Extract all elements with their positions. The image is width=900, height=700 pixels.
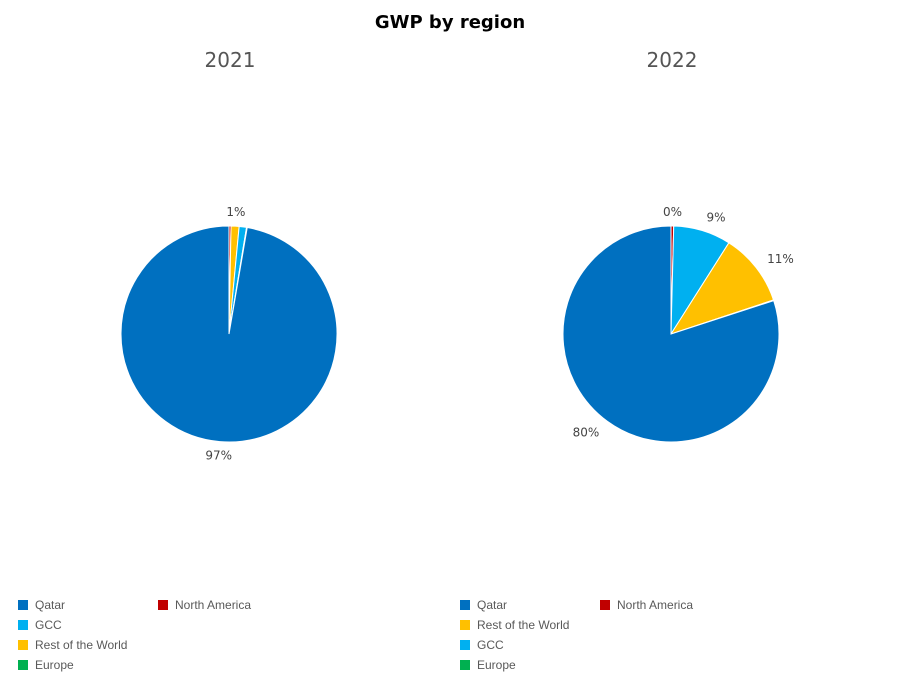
legend-item-gcc[interactable]: GCC: [460, 638, 504, 652]
legend-label: Qatar: [477, 598, 508, 612]
legend-item-north-america[interactable]: North America: [158, 598, 251, 612]
legend-2022: Qatar North America Rest of the World GCC Eu…: [460, 598, 890, 688]
pie-title-2021: 2021: [204, 48, 256, 72]
legend-item-rest-of-the-world[interactable]: Rest of the World: [460, 618, 569, 632]
pie-slice-qatar-2021: [120, 225, 338, 443]
legend-label: North America: [175, 598, 252, 612]
legend-item-qatar[interactable]: Qatar: [18, 598, 65, 612]
legend-item-europe[interactable]: Europe: [460, 658, 516, 672]
legend-swatch: [18, 620, 28, 630]
legend-swatch: [600, 600, 610, 610]
legend-label: GCC: [477, 638, 504, 652]
legend-swatch: [460, 600, 470, 610]
legend-label: Rest of the World: [35, 638, 128, 652]
data-label-qatar-2022: 80%: [573, 426, 600, 440]
legend-swatch: [18, 640, 28, 650]
pie-title-2022: 2022: [646, 48, 698, 72]
legend-swatch: [18, 660, 28, 670]
legend-label: North America: [617, 598, 694, 612]
legend-item-north-america[interactable]: North America: [600, 598, 693, 612]
pie-slice-rest-of-the-world-2022: [669, 242, 775, 335]
pie-panel-2021: 2021 1% 97% Qatar North America GCC Rest of …: [10, 0, 450, 700]
legend-label: Europe: [35, 658, 74, 672]
legend-label: Qatar: [35, 598, 66, 612]
legend-label: GCC: [35, 618, 62, 632]
data-label-gcc-2022: 9%: [707, 210, 726, 224]
data-label-rest-of-the-world-2022: 11%: [767, 252, 794, 266]
legend-2021: Qatar North America GCC Rest of the World Eu…: [18, 598, 448, 688]
pie-slice-qatar-2022: [562, 225, 780, 443]
legend-swatch: [460, 660, 470, 670]
legend-item-qatar[interactable]: Qatar: [460, 598, 507, 612]
data-label-qatar-2021: 97%: [205, 449, 232, 463]
legend-item-gcc[interactable]: GCC: [18, 618, 62, 632]
legend-label: Rest of the World: [477, 618, 570, 632]
chart-title: GWP by region: [374, 12, 526, 33]
legend-item-europe[interactable]: Europe: [18, 658, 74, 672]
data-label-north-america-2022: 0%: [663, 205, 682, 219]
legend-swatch: [18, 600, 28, 610]
legend-swatch: [158, 600, 168, 610]
pie-chart-2021: 1% 97%: [120, 205, 338, 463]
pie-chart-2022: 0% 9% 11% 80%: [562, 205, 794, 443]
legend-swatch: [460, 620, 470, 630]
legend-item-rest-of-the-world[interactable]: Rest of the World: [18, 638, 127, 652]
pie-panel-2022: 2022 0% 9% 11% 80% Qatar North America Rest o…: [452, 0, 892, 700]
legend-label: Europe: [477, 658, 516, 672]
data-label-rest-of-the-world-2021: 1%: [226, 205, 245, 219]
legend-swatch: [460, 640, 470, 650]
